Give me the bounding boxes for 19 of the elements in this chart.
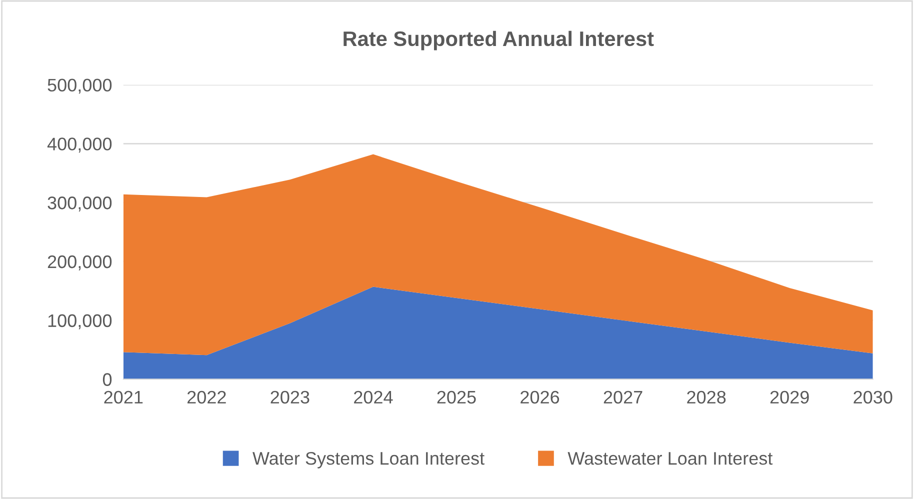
x-tick-label: 2023 <box>270 390 310 404</box>
x-tick-label: 2030 <box>854 390 892 404</box>
y-tick-label: 100,000 <box>48 314 112 330</box>
x-tick-label: 2029 <box>770 390 809 404</box>
y-tick-label: 300,000 <box>48 196 112 212</box>
chart-title: Rate Supported Annual Interest <box>344 30 654 50</box>
y-tick-label: 200,000 <box>48 255 112 270</box>
y-tick-label: 0 <box>102 373 112 386</box>
legend-label: Water Systems Loan Interest <box>252 452 484 468</box>
x-tick-label: 2026 <box>520 390 560 404</box>
x-tick-label: 2021 <box>104 390 143 404</box>
legend-label: Wastewater Loan Interest <box>568 452 773 465</box>
x-tick-label: 2025 <box>437 390 476 404</box>
y-tick-label: 400,000 <box>47 138 112 153</box>
x-tick-label: 2027 <box>604 390 642 404</box>
y-tick-label: 500,000 <box>48 78 112 94</box>
x-tick-label: 2028 <box>687 390 726 404</box>
x-tick-label: 2022 <box>187 390 226 404</box>
x-tick-label: 2024 <box>354 390 393 404</box>
